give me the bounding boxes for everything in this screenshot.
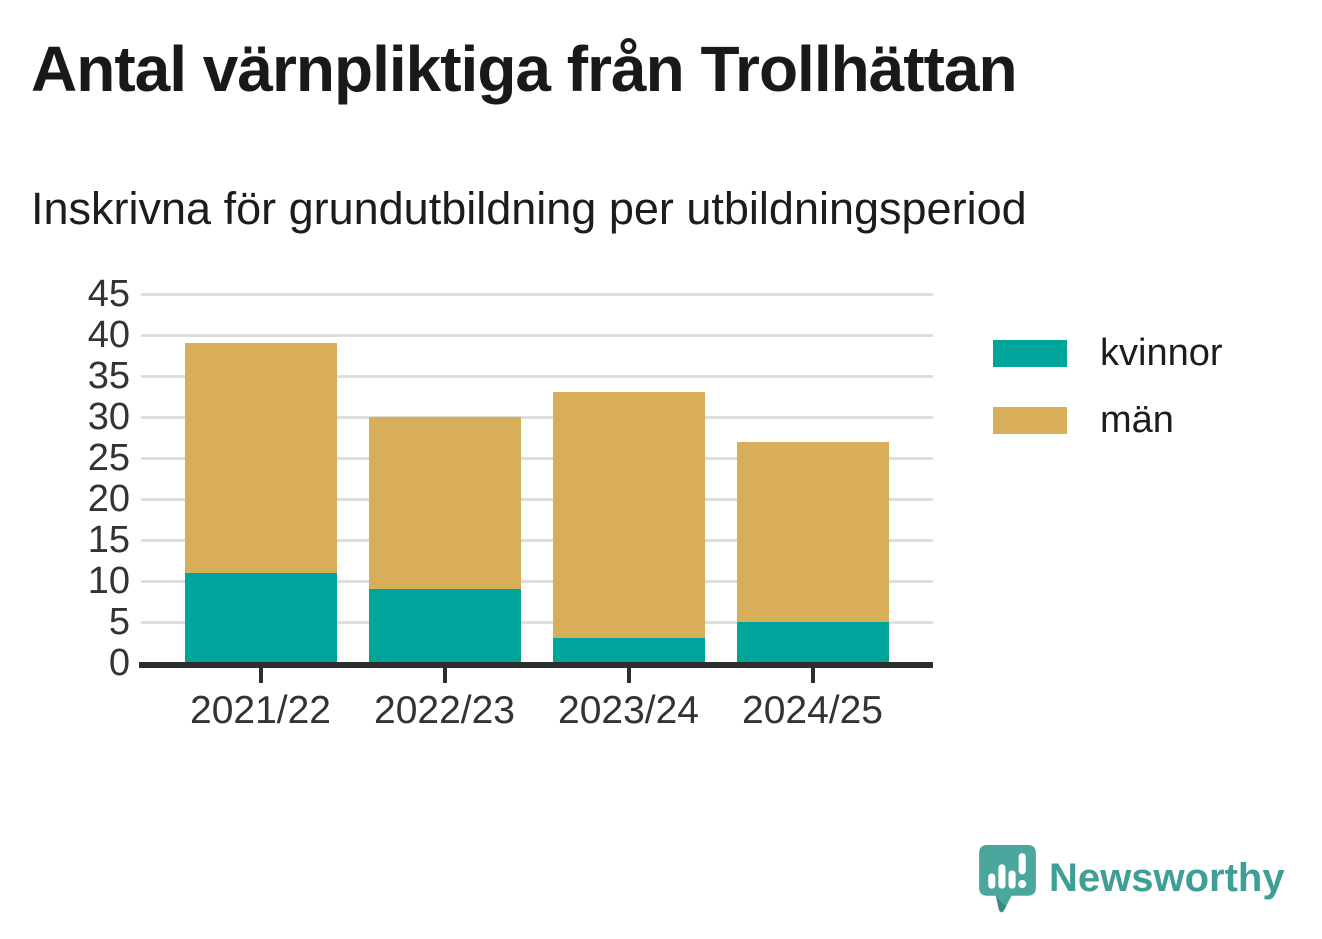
y-axis-label-35: 35: [87, 355, 130, 397]
gridline-y-30: [141, 415, 933, 419]
x-tick-2022-23: [442, 668, 447, 683]
legend-label-kvinnor: kvinnor: [1100, 332, 1223, 374]
bar-2022-23-kvinnor: [368, 589, 521, 663]
newsworthy-logo: Newsworthy: [977, 843, 1285, 921]
gridline-y-20: [141, 497, 933, 501]
chart-legend: kvinnor män: [993, 334, 1223, 468]
legend-item-man: män: [993, 401, 1223, 439]
gridline-y-35: [141, 374, 933, 378]
chart-subtitle: Inskrivna för grundutbildning per utbild…: [31, 183, 1027, 234]
y-axis-label-20: 20: [87, 478, 130, 520]
gridline-y-40: [141, 333, 933, 337]
gridline-y-5: [141, 620, 933, 624]
x-tick-2021-22: [258, 668, 263, 683]
newsworthy-wordmark: Newsworthy: [1049, 856, 1285, 900]
bar-2022-23-män: [368, 417, 521, 590]
x-axis-line: [139, 662, 933, 668]
y-axis-label-15: 15: [87, 519, 130, 561]
y-axis-label-0: 0: [108, 642, 130, 684]
y-axis-label-40: 40: [87, 314, 130, 356]
gridline-y-45: [141, 292, 933, 296]
legend-swatch-man: [993, 406, 1067, 434]
y-axis-label-25: 25: [87, 437, 130, 479]
legend-swatch-kvinnor: [993, 339, 1067, 367]
x-axis-label-2021-22: 2021/22: [190, 689, 331, 732]
bar-2024-25-män: [736, 441, 889, 622]
bar-2024-25-kvinnor: [736, 622, 889, 663]
gridline-y-10: [141, 579, 933, 583]
bar-2023-24-män: [552, 392, 705, 639]
x-axis-label-2024-25: 2024/25: [742, 689, 883, 732]
x-tick-2023-24: [626, 668, 631, 683]
gridline-y-15: [141, 538, 933, 542]
legend-item-kvinnor: kvinnor: [993, 334, 1223, 372]
legend-label-man: män: [1100, 399, 1174, 441]
y-axis-label-10: 10: [87, 560, 130, 602]
x-axis-label-2023-24: 2023/24: [558, 689, 699, 732]
y-axis-label-5: 5: [108, 601, 130, 643]
bar-2021-22-kvinnor: [184, 572, 337, 663]
x-axis-label-2022-23: 2022/23: [374, 689, 515, 732]
x-tick-2024-25: [810, 668, 815, 683]
bar-2021-22-män: [184, 343, 337, 573]
gridline-y-25: [141, 456, 933, 460]
y-axis-label-30: 30: [87, 396, 130, 438]
page-title: Antal värnpliktiga från Trollhättan: [31, 33, 1018, 105]
speech-bubble-bar-chart-icon: [977, 843, 1038, 921]
bar-2023-24-kvinnor: [552, 638, 705, 663]
y-axis-label-45: 45: [87, 273, 130, 315]
